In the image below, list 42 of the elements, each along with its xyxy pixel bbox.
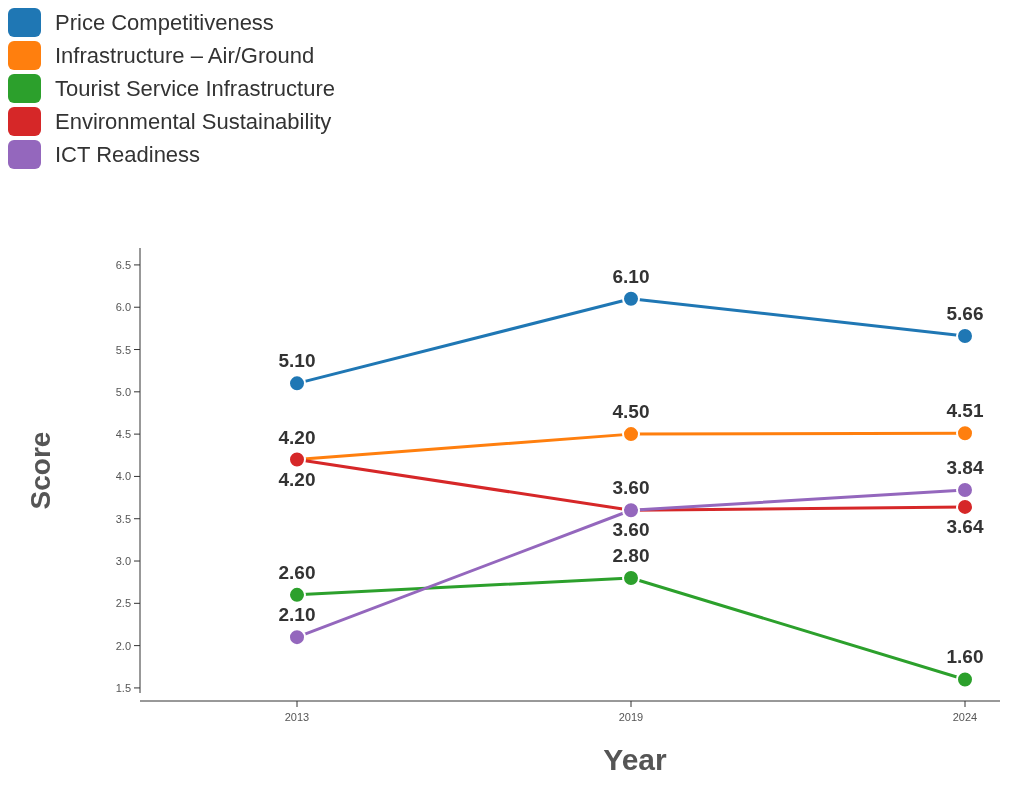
data-label: 4.50 xyxy=(612,401,650,423)
point xyxy=(956,424,974,443)
data-label: 4.51 xyxy=(946,400,984,422)
point xyxy=(956,670,974,689)
y-tick-label: 6.0 xyxy=(115,301,131,314)
y-tick-label: 2.5 xyxy=(115,597,131,610)
y-tick-label: 5.0 xyxy=(115,385,131,398)
y-tick-label: 5.5 xyxy=(115,343,131,356)
data-label: 2.60 xyxy=(278,561,316,583)
y-tick-label: 3.0 xyxy=(115,555,131,568)
data-label: 3.64 xyxy=(946,515,984,537)
legend-label: Price Competitiveness xyxy=(55,10,274,35)
data-label: 2.80 xyxy=(612,544,650,566)
y-axis-title: Score xyxy=(25,431,56,510)
y-tick-label: 2.0 xyxy=(115,639,131,652)
x-tick-label: 2024 xyxy=(952,711,978,723)
data-label: 3.60 xyxy=(612,519,650,541)
data-label: 5.10 xyxy=(278,350,316,372)
data-label: 3.60 xyxy=(612,477,650,499)
data-label: 4.20 xyxy=(278,426,316,448)
data-label: 4.20 xyxy=(278,468,316,490)
legend-label: Infrastructure – Air/Ground xyxy=(55,43,315,68)
legend-label: Environmental Sustainability xyxy=(55,109,332,134)
point xyxy=(288,374,306,393)
point xyxy=(622,289,640,308)
x-axis-title: Year xyxy=(603,743,668,776)
y-tick-label: 4.0 xyxy=(115,470,131,483)
y-tick-label: 6.5 xyxy=(115,258,131,271)
y-tick-label: 4.5 xyxy=(115,428,131,441)
point xyxy=(288,585,306,604)
y-tick-label: 1.5 xyxy=(115,681,131,694)
x-tick-label: 2019 xyxy=(618,711,644,723)
data-label: 3.84 xyxy=(946,456,984,478)
data-label: 6.10 xyxy=(612,265,650,287)
x-tick-label: 2013 xyxy=(284,711,310,723)
y-tick-label: 3.5 xyxy=(115,512,131,525)
data-label: 1.60 xyxy=(946,646,984,668)
legend-label: Tourist Service Infrastructure xyxy=(55,76,335,101)
legend-label: ICT Readiness xyxy=(55,142,201,167)
point xyxy=(288,628,306,647)
data-label: 5.66 xyxy=(946,302,984,324)
data-label: 2.10 xyxy=(278,604,316,626)
